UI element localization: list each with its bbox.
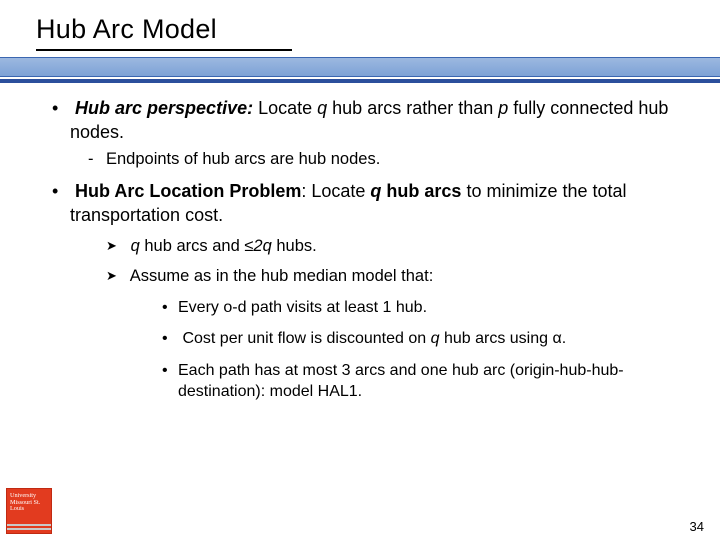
dot-2-a: Cost per unit flow is discounted on [182, 330, 430, 347]
bullet-1-q: q [317, 98, 327, 118]
page-number: 34 [690, 519, 704, 534]
logo-stripe [7, 524, 51, 530]
bullet-2-lead: Hub Arc Location Problem [75, 181, 301, 201]
dot-item-1: Every o-d path visits at least 1 hub. [162, 297, 676, 318]
header-band [0, 57, 720, 77]
bullet-2: Hub Arc Location Problem: Locate q hub a… [52, 180, 676, 401]
logo-text: University Missouri St. Louis [10, 493, 48, 513]
dot-2-q: q [431, 330, 440, 347]
bullet-2-t1: : Locate [301, 181, 370, 201]
arrow-2-text: Assume as in the hub median model that: [130, 267, 434, 285]
bullet-1-sub: Endpoints of hub arcs are hub nodes. [70, 149, 676, 171]
bullet-1: Hub arc perspective: Locate q hub arcs r… [52, 97, 676, 170]
bullet-1-t1: Locate [253, 98, 317, 118]
dot-2-b: hub arcs using α. [440, 330, 567, 347]
title-underline [36, 49, 292, 51]
bullet-2-q: q [370, 181, 381, 201]
content-area: Hub arc perspective: Locate q hub arcs r… [0, 83, 720, 402]
arrow-item-1: q hub arcs and ≤2q hubs. [106, 236, 676, 258]
arrow-1-mid: hub arcs and [140, 237, 245, 255]
university-logo: University Missouri St. Louis [6, 488, 52, 534]
bullet-1-p: p [498, 98, 508, 118]
dot-item-2: Cost per unit flow is discounted on q hu… [162, 328, 676, 349]
bullet-1-t2: hub arcs rather than [327, 98, 498, 118]
bullet-2-t2: hub arcs [381, 181, 461, 201]
arrow-item-2: Assume as in the hub median model that: … [106, 266, 676, 402]
arrow-1-q: q [131, 237, 140, 255]
bullet-1-lead: Hub arc perspective: [75, 98, 253, 118]
slide-title: Hub Arc Model [36, 14, 720, 45]
dot-item-3: Each path has at most 3 arcs and one hub… [162, 360, 676, 402]
arrow-1-tail: hubs. [272, 237, 317, 255]
arrow-1-leq2q: ≤2q [244, 237, 271, 255]
